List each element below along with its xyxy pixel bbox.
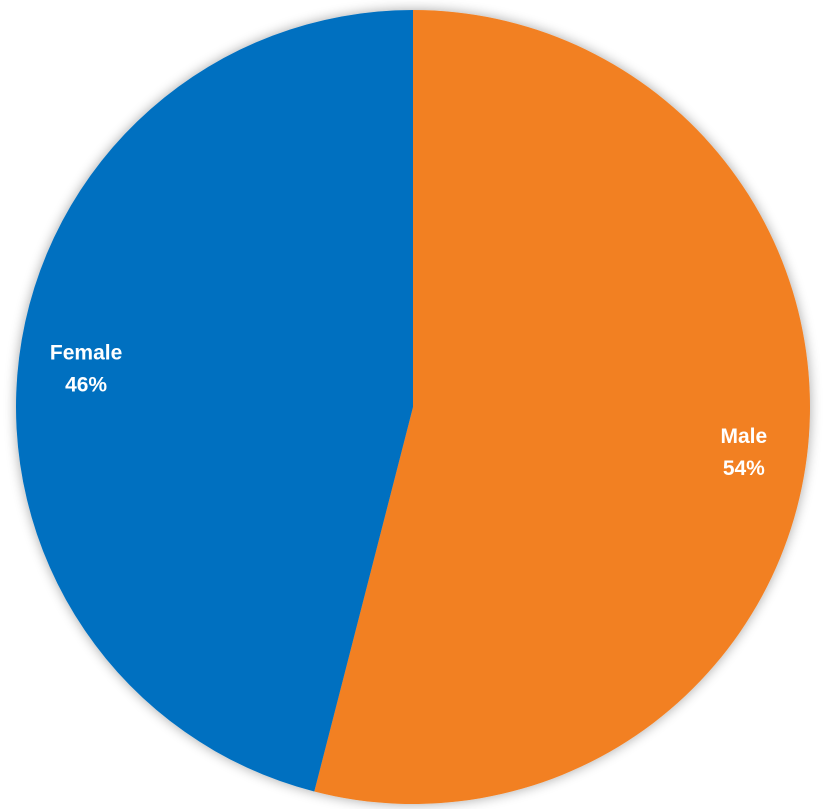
slice-value-label: 54% <box>723 457 765 480</box>
pie-slice-female <box>16 10 413 792</box>
pie-labels: Male 54% Female 46% <box>50 342 767 480</box>
pie-slice-male <box>314 10 810 804</box>
pie-slices <box>16 10 810 804</box>
slice-value-label: 46% <box>65 374 107 397</box>
slice-label-male: Male 54% <box>721 425 768 480</box>
slice-category-label: Female <box>50 342 122 365</box>
slice-label-female: Female 46% <box>50 342 122 397</box>
slice-category-label: Male <box>721 425 768 448</box>
